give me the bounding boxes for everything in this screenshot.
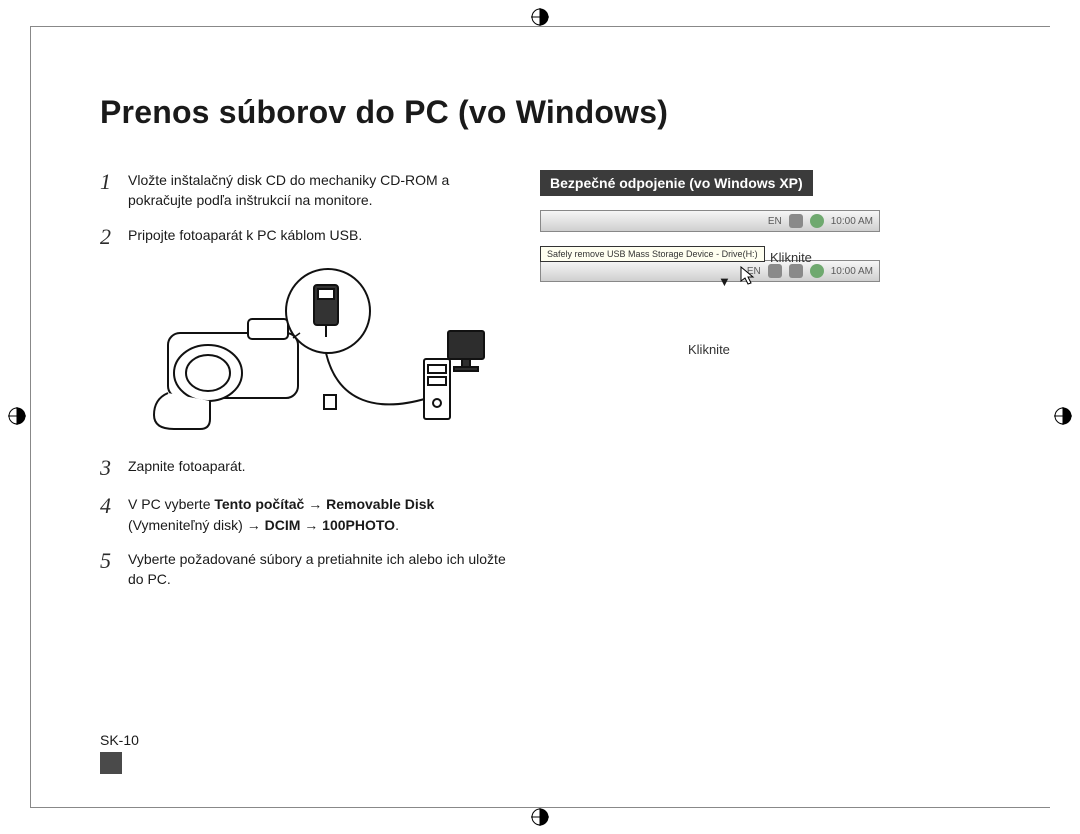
- step-3: 3 Zapnite fotoaparát.: [100, 456, 510, 480]
- tray-status-icon: [810, 264, 824, 278]
- page-number-block: SK-10: [100, 732, 139, 774]
- tray-time: 10:00 AM: [831, 216, 873, 227]
- page-number: SK-10: [100, 732, 139, 748]
- click-label-1: Kliknite: [770, 250, 812, 265]
- arrow-icon: →: [304, 496, 326, 512]
- arrow-icon: →: [300, 517, 322, 533]
- tray-generic-icon: [789, 264, 803, 278]
- tray-safely-remove-icon: [789, 214, 803, 228]
- step-number: 1: [100, 170, 128, 211]
- step-1: 1 Vložte inštalačný disk CD do mechaniky…: [100, 170, 510, 211]
- step-5: 5 Vyberte požadované súbory a pretiahnit…: [100, 549, 510, 590]
- page-number-bar: [100, 752, 122, 774]
- arrow-icon: →: [247, 517, 265, 533]
- taskbar-screenshot-1: EN 10:00 AM: [540, 210, 880, 232]
- registration-mark-icon: [531, 808, 549, 826]
- step-number: 2: [100, 225, 128, 249]
- registration-mark-icon: [1054, 407, 1072, 425]
- step4-mid: (Vymeniteľný disk): [128, 517, 247, 533]
- sidebar-heading: Bezpečné odpojenie (vo Windows XP): [540, 170, 813, 196]
- steps-column: 1 Vložte inštalačný disk CD do mechaniky…: [100, 170, 510, 603]
- step-text: Pripojte fotoaparát k PC káblom USB.: [128, 225, 510, 249]
- cursor-icon: [740, 266, 756, 286]
- step-text: Zapnite fotoaparát.: [128, 456, 510, 480]
- click-label-2: Kliknite: [688, 342, 730, 357]
- taskbar-screenshot-2: Safely remove USB Mass Storage Device - …: [540, 260, 880, 286]
- step-4: 4 V PC vyberte Tento počítač → Removable…: [100, 494, 510, 535]
- down-arrow-icon: ▼: [718, 274, 731, 289]
- registration-mark-icon: [8, 407, 26, 425]
- step4-suffix: .: [395, 517, 399, 533]
- step-text: Vložte inštalačný disk CD do mechaniky C…: [128, 170, 510, 211]
- tray-time: 10:00 AM: [831, 266, 873, 277]
- safely-remove-tooltip: Safely remove USB Mass Storage Device - …: [540, 246, 765, 262]
- registration-mark-icon: [531, 8, 549, 26]
- page-title: Prenos súborov do PC (vo Windows): [100, 94, 668, 131]
- tray-safely-remove-icon: [768, 264, 782, 278]
- sidebar-column: Bezpečné odpojenie (vo Windows XP) EN 10…: [540, 170, 980, 286]
- step4-prefix: V PC vyberte: [128, 496, 214, 512]
- step-number: 3: [100, 456, 128, 480]
- step-number: 4: [100, 494, 128, 535]
- step4-path4: 100PHOTO: [322, 517, 395, 533]
- step-number: 5: [100, 549, 128, 590]
- tray-status-icon: [810, 214, 824, 228]
- step4-path2: Removable Disk: [326, 496, 434, 512]
- step-text: Vyberte požadované súbory a pretiahnite …: [128, 549, 510, 590]
- crop-rule-top: [30, 26, 1050, 27]
- step-text: V PC vyberte Tento počítač → Removable D…: [128, 494, 510, 535]
- step-2: 2 Pripojte fotoaparát k PC káblom USB.: [100, 225, 510, 249]
- crop-rule-left: [30, 26, 31, 808]
- camera-to-pc-diagram: [128, 263, 510, 438]
- tray-lang: EN: [768, 216, 782, 227]
- step4-path1: Tento počítač: [214, 496, 304, 512]
- step4-path3: DCIM: [265, 517, 301, 533]
